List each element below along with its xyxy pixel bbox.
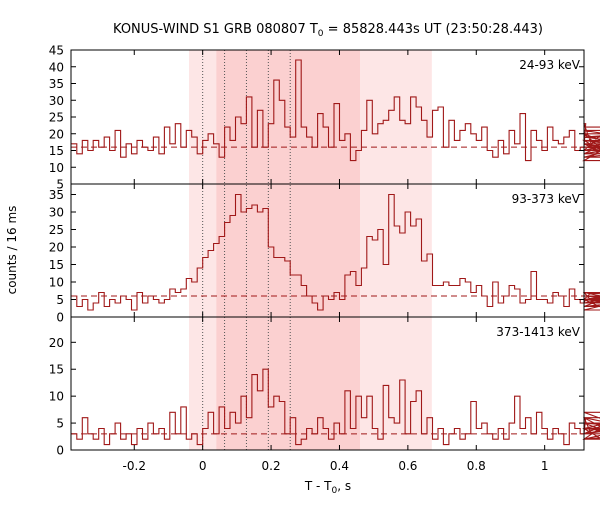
y-tick-label-1-6: 30 <box>49 206 64 220</box>
y-tick-label-2-0: 0 <box>56 444 64 458</box>
y-tick-label-0-2: 15 <box>49 144 64 158</box>
y-tick-label-2-3: 15 <box>49 363 64 377</box>
x-tick-label-2: 0.2 <box>262 459 281 473</box>
y-tick-label-1-2: 10 <box>49 276 64 290</box>
light-curve-2 <box>71 368 600 446</box>
y-tick-label-2-1: 5 <box>56 417 64 431</box>
inner-time-region <box>216 50 360 450</box>
x-tick-label-5: 0.8 <box>467 459 486 473</box>
y-tick-label-2-4: 20 <box>49 336 64 350</box>
chart-title-sub: 0 <box>318 29 324 39</box>
energy-band-label-0: 24-93 keV <box>519 58 581 72</box>
x-axis-label-main: T - T <box>304 479 332 493</box>
x-tick-label-0: -0.2 <box>123 459 146 473</box>
chart-title: KONUS-WIND S1 GRB 080807 T0 = 85828.443s… <box>113 22 543 39</box>
y-tick-label-1-0: 0 <box>56 311 64 325</box>
x-axis-label-sub: 0 <box>332 486 338 496</box>
y-tick-label-1-4: 20 <box>49 241 64 255</box>
x-tick-label-6: 1 <box>541 459 549 473</box>
x-tick-label-1: 0 <box>199 459 207 473</box>
y-tick-label-1-5: 25 <box>49 223 64 237</box>
chart-title-rest: = 85828.443s UT (23:50:28.443) <box>324 22 543 37</box>
chart-title-main: KONUS-WIND S1 GRB 080807 T <box>113 22 318 37</box>
y-tick-label-0-7: 40 <box>49 60 64 74</box>
y-tick-label-1-7: 35 <box>49 188 64 202</box>
panel-frame-2 <box>70 316 585 451</box>
energy-band-label-2: 373-1413 keV <box>496 325 580 339</box>
y-tick-label-0-1: 10 <box>49 161 64 175</box>
y-tick-label-0-6: 35 <box>49 77 64 91</box>
y-tick-label-1-1: 5 <box>56 293 64 307</box>
x-tick-label-4: 0.6 <box>398 459 417 473</box>
y-axis-label: counts / 16 ms <box>5 206 19 295</box>
x-axis-label: T - T0, s <box>304 479 351 496</box>
y-tick-label-0-8: 45 <box>49 44 64 58</box>
y-tick-label-0-5: 30 <box>49 94 64 108</box>
y-tick-label-0-4: 25 <box>49 111 64 125</box>
y-tick-label-2-2: 10 <box>49 390 64 404</box>
y-tick-label-1-3: 15 <box>49 258 64 272</box>
x-tick-label-3: 0.4 <box>330 459 349 473</box>
x-axis-label-rest: , s <box>337 479 351 493</box>
y-tick-label-0-0: 5 <box>56 178 64 192</box>
y-tick-label-0-3: 20 <box>49 127 64 141</box>
light-curve-0 <box>71 59 600 162</box>
energy-band-label-1: 93-373 keV <box>512 192 581 206</box>
light-curve-1 <box>71 193 600 311</box>
